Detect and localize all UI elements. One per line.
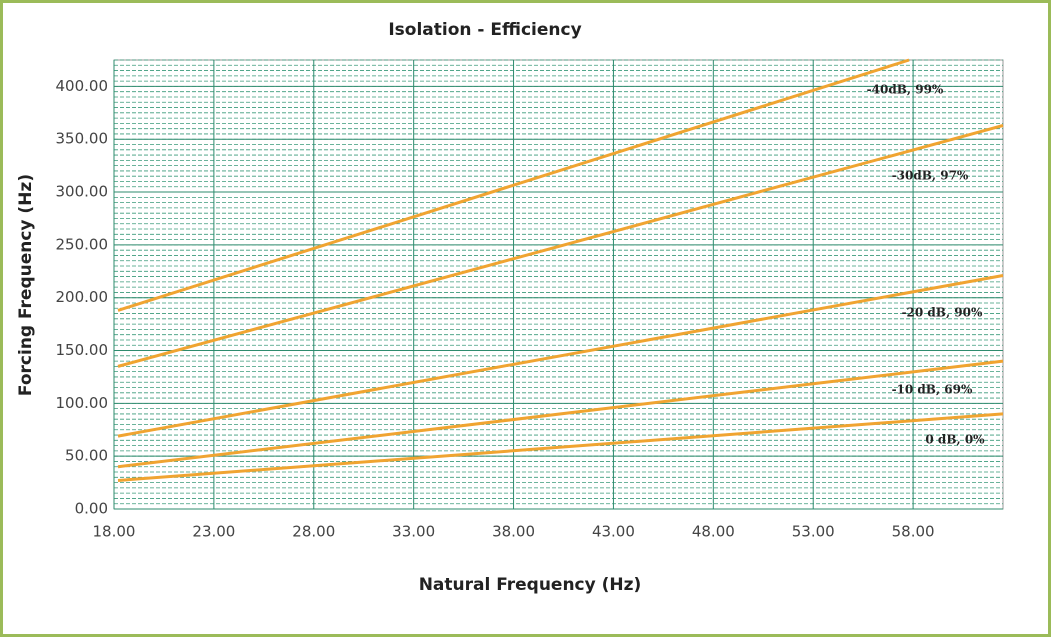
chart-title: Isolation - Efficiency (388, 20, 581, 40)
x-tick-label: 28.00 (292, 523, 335, 541)
line-label: -40dB, 99% (867, 83, 944, 97)
line-label: 0 dB, 0% (925, 433, 985, 447)
x-axis-title: Natural Frequency (Hz) (419, 575, 642, 595)
x-tick-label: 23.00 (192, 523, 235, 541)
y-axis-title: Forcing Frequency (Hz) (16, 174, 36, 396)
x-tick-label: 33.00 (392, 523, 435, 541)
series-line (117, 58, 910, 312)
series-line (117, 274, 1004, 438)
y-tick-label: 350.00 (56, 130, 109, 148)
y-tick-label: 250.00 (56, 235, 109, 253)
y-tick-label: 300.00 (56, 183, 109, 201)
plot-area (113, 59, 1004, 510)
y-tick-label: 150.00 (56, 341, 109, 359)
x-tick-label: 58.00 (892, 523, 935, 541)
series-line (117, 359, 1004, 469)
y-tick-label: 400.00 (56, 77, 109, 95)
y-tick-label: 50.00 (65, 447, 108, 465)
line-label: -30dB, 97% (892, 169, 969, 183)
x-tick-label: 43.00 (592, 523, 635, 541)
line-label: -10 dB, 69% (892, 383, 973, 397)
y-tick-label: 200.00 (56, 288, 109, 306)
x-tick-label: 48.00 (692, 523, 735, 541)
x-tick-label: 53.00 (792, 523, 835, 541)
x-tick-label: 18.00 (93, 523, 136, 541)
x-tick-label: 38.00 (492, 523, 535, 541)
y-tick-label: 100.00 (56, 394, 109, 412)
y-tick-label: 0.00 (75, 500, 108, 518)
series-line (117, 412, 1004, 482)
series-line (117, 124, 1004, 368)
line-label: -20 dB, 90% (902, 306, 983, 320)
